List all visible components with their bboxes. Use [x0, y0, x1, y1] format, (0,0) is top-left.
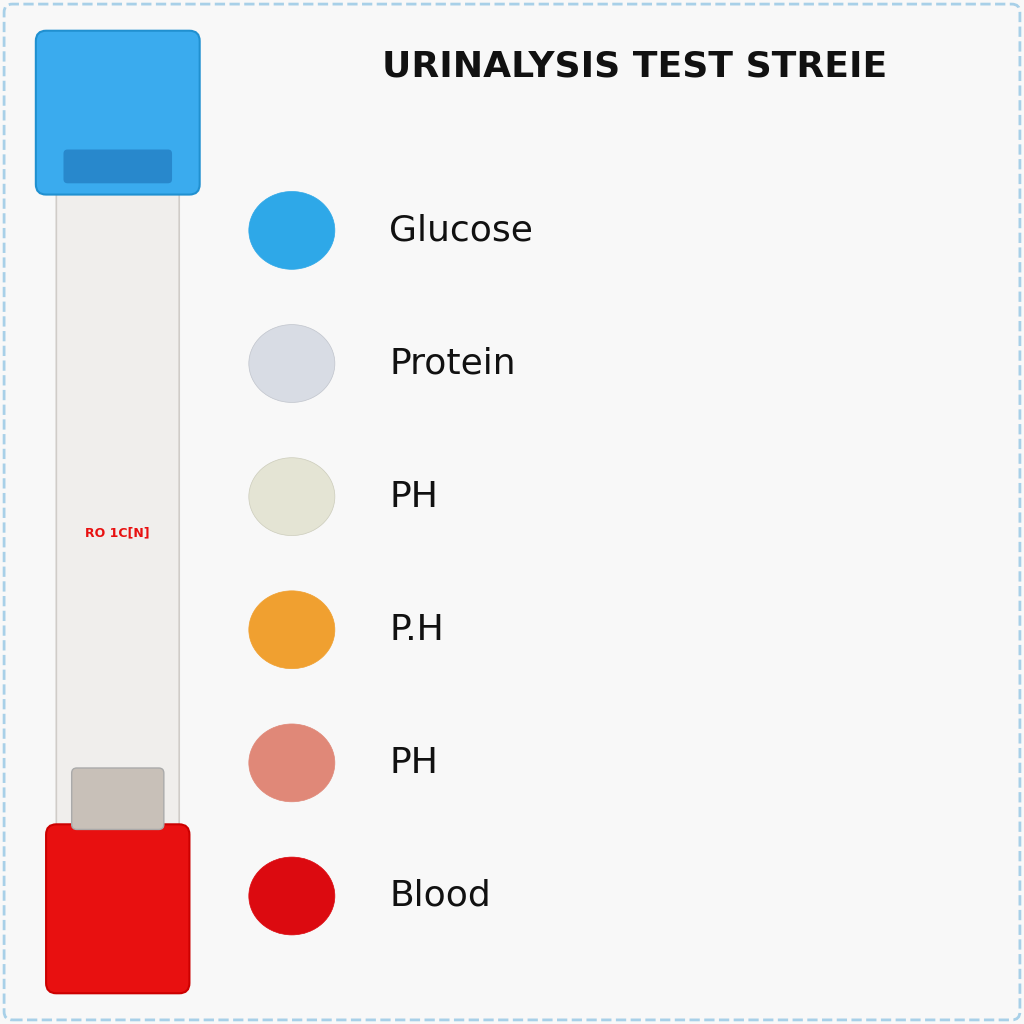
FancyBboxPatch shape: [36, 31, 200, 195]
Text: PH: PH: [389, 479, 438, 514]
Text: Blood: Blood: [389, 879, 490, 913]
Ellipse shape: [249, 458, 335, 536]
FancyBboxPatch shape: [56, 125, 179, 843]
Text: PH: PH: [389, 745, 438, 780]
Ellipse shape: [249, 724, 335, 802]
Text: Glucose: Glucose: [389, 213, 534, 248]
FancyBboxPatch shape: [72, 768, 164, 829]
Ellipse shape: [249, 591, 335, 669]
FancyBboxPatch shape: [4, 4, 1020, 1020]
Ellipse shape: [249, 857, 335, 935]
Text: P.H: P.H: [389, 612, 443, 647]
Text: RO 1C[N]: RO 1C[N]: [85, 526, 151, 539]
Ellipse shape: [249, 325, 335, 402]
FancyBboxPatch shape: [46, 824, 189, 993]
Ellipse shape: [249, 191, 335, 269]
Text: URINALYSIS TEST STREIE: URINALYSIS TEST STREIE: [382, 49, 888, 84]
Text: Protein: Protein: [389, 346, 516, 381]
FancyBboxPatch shape: [63, 150, 172, 183]
